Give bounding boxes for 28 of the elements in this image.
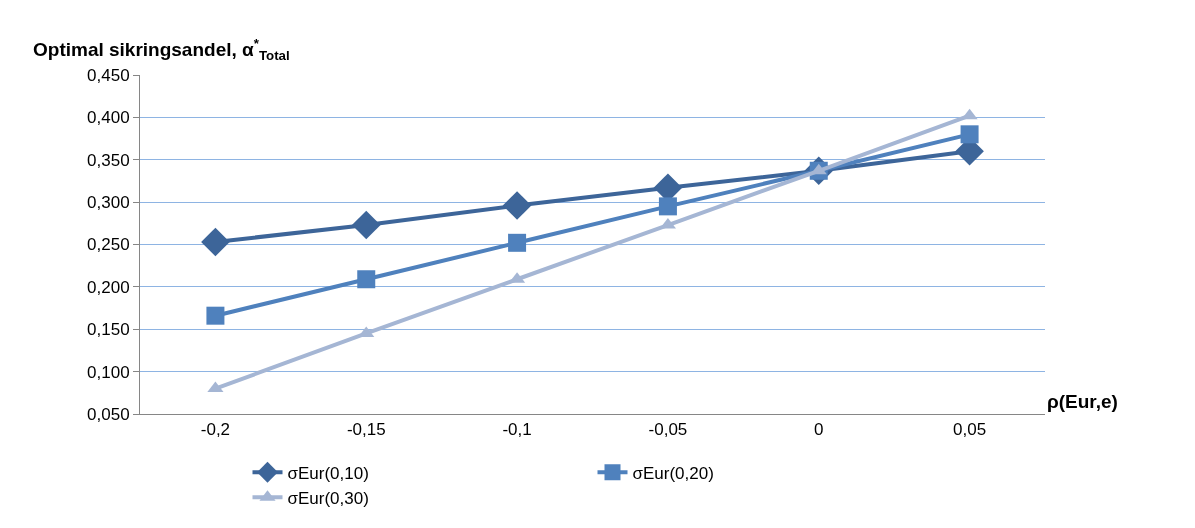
- point: [508, 233, 527, 252]
- y-tick-label: 0,300: [87, 193, 130, 213]
- point: [201, 227, 230, 257]
- x-tick-label: -0,1: [502, 420, 532, 440]
- y-tick-label: 0,200: [87, 277, 130, 297]
- x-tick-label: -0,15: [346, 420, 386, 440]
- point: [357, 270, 376, 289]
- point: [960, 125, 979, 144]
- x-tick-label: 0,05: [953, 420, 987, 440]
- point: [206, 306, 225, 325]
- legend-label: σEur(0,20): [632, 463, 714, 483]
- x-axis-title: ρ(Eur,e): [1047, 391, 1118, 412]
- legend-label: σEur(0,10): [287, 463, 369, 483]
- point: [207, 381, 224, 393]
- point: [658, 197, 677, 216]
- y-tick-label: 0,350: [87, 150, 130, 170]
- point: [502, 191, 532, 220]
- y-tick-label: 0,150: [87, 320, 130, 340]
- y-tick-label: 0,450: [87, 65, 130, 85]
- legend-label: σEur(0,30): [287, 488, 369, 508]
- y-tick-label: 0,100: [87, 362, 130, 382]
- y-tick-label: 0,250: [87, 235, 130, 255]
- x-tick-label: -0,05: [648, 420, 688, 440]
- x-tick-label: -0,2: [200, 420, 231, 440]
- y-tick-label: 0,400: [87, 108, 130, 128]
- point: [351, 210, 381, 240]
- y-tick-label: 0,050: [87, 404, 130, 424]
- x-tick-label: 0: [814, 420, 824, 440]
